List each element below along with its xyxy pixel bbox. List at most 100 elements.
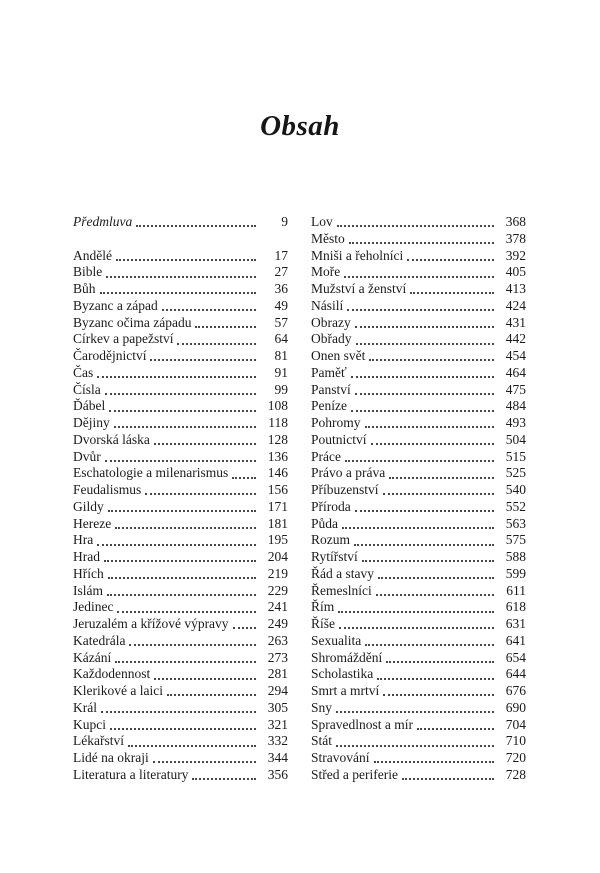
toc-entry-label: Mužství a ženství <box>311 281 407 296</box>
toc-entry-page: 81 <box>274 348 289 363</box>
dot-leader <box>161 309 256 311</box>
dot-leader <box>117 610 256 613</box>
toc-entry-page: 654 <box>505 649 526 665</box>
toc-entry: Kázání 273 <box>73 650 288 667</box>
toc-entry-page: 356 <box>267 766 288 782</box>
dot-leader <box>166 694 256 697</box>
dot-leader <box>99 292 256 295</box>
toc-entry-label: Kázání <box>73 649 112 665</box>
toc-entry: Každodennost 281 <box>73 666 288 683</box>
toc-entry: Sexualita 641 <box>311 633 526 650</box>
toc-entry: Stravování 720 <box>311 750 526 767</box>
toc-entry-label: Hřích <box>73 565 104 581</box>
toc-entry-label: Stát <box>311 733 333 749</box>
toc-entry-page: 484 <box>505 398 526 414</box>
toc-entry-page: 552 <box>505 498 526 514</box>
toc-entry-label: Mniši a řeholníci <box>311 247 404 263</box>
toc-entry-page: 332 <box>267 733 288 749</box>
toc-entry-page: 504 <box>505 431 526 447</box>
dot-leader <box>351 409 494 412</box>
toc-entry: Lékařství 332 <box>73 733 288 750</box>
dot-leader <box>348 242 494 244</box>
toc-entry: Čarodějnictví 81 <box>73 348 288 365</box>
toc-entry-page: 611 <box>506 582 526 598</box>
dot-leader <box>127 744 256 747</box>
toc-entry-page: 413 <box>505 281 526 296</box>
toc-entry: Čísla 99 <box>73 382 288 399</box>
dot-leader <box>370 443 494 445</box>
toc-entry-label: Ďábel <box>73 398 106 414</box>
dot-leader <box>407 258 494 261</box>
toc-entry-page: 9 <box>281 214 288 229</box>
toc-entry-label: Byzanc a západ <box>73 297 158 313</box>
toc-entry-page: 704 <box>505 716 526 732</box>
dot-leader <box>97 543 256 546</box>
toc-entry-page: 136 <box>267 448 288 464</box>
toc-entry-page: 17 <box>274 247 289 263</box>
dot-leader <box>354 392 494 395</box>
dot-leader <box>354 543 494 546</box>
toc-entry-page: 475 <box>505 381 526 397</box>
toc-entry: Literatura a literatury 356 <box>73 767 288 784</box>
toc-entry-label: Předmluva <box>73 214 133 229</box>
toc-entry-label: Město <box>311 230 345 246</box>
toc-entry-label: Obrazy <box>311 314 351 330</box>
toc-entry-label: Dvůr <box>73 448 101 464</box>
toc-entry-label: Stravování <box>311 750 370 765</box>
toc-entry-label: Klerikové a laici <box>73 683 163 698</box>
toc-entry: Řemeslníci 611 <box>311 583 526 600</box>
dot-leader <box>336 225 494 228</box>
toc-entry-page: 219 <box>267 565 288 581</box>
toc-entry-page: 563 <box>505 515 526 531</box>
toc-entry-page: 204 <box>267 549 288 564</box>
toc-entry: Paměť 464 <box>311 365 526 382</box>
toc-entry-label: Rozum <box>311 532 350 548</box>
toc-entry: Shromáždění 654 <box>311 650 526 667</box>
toc-entry-page: 321 <box>267 716 288 732</box>
toc-entry: Dějiny 118 <box>73 415 288 432</box>
dot-leader <box>192 778 256 780</box>
toc-entry: Eschatologie a milenarismus 146 <box>73 465 288 482</box>
dot-leader <box>101 711 256 713</box>
toc-entry: Panství 475 <box>311 382 526 399</box>
toc-entry: Moře 405 <box>311 264 526 281</box>
toc-entry-label: Lidé na okraji <box>73 750 149 765</box>
dot-leader <box>354 325 494 328</box>
toc-entry-label: Bible <box>73 264 103 280</box>
toc-entry-label: Shromáždění <box>311 649 383 665</box>
dot-leader <box>336 744 494 747</box>
dot-leader <box>145 493 256 496</box>
toc-entry-label: Každodennost <box>73 666 151 682</box>
dot-leader <box>110 727 256 730</box>
toc-entry-page: 128 <box>267 431 288 447</box>
toc-entry-label: Lékařství <box>73 733 124 749</box>
toc-entry-label: Smrt a mrtví <box>311 683 380 698</box>
toc-entry: Hra 195 <box>73 532 288 549</box>
toc-entry: Čas 91 <box>73 365 288 382</box>
toc-entry-page: 281 <box>267 666 288 682</box>
toc-entry: Islám 229 <box>73 583 288 600</box>
toc-entry-label: Obřady <box>311 331 352 347</box>
toc-entry: Hrad 204 <box>73 549 288 566</box>
dot-leader <box>354 510 494 512</box>
toc-entry-page: 641 <box>505 632 526 648</box>
toc-entry-label: Andělé <box>73 247 112 263</box>
dot-leader <box>350 376 494 378</box>
toc-entry-label: Hra <box>73 532 94 548</box>
toc-entry-label: Příroda <box>311 498 351 514</box>
toc-entry-label: Eschatologie a milenarismus <box>73 465 229 481</box>
toc-entry: Peníze 484 <box>311 398 526 415</box>
dot-leader <box>339 627 494 630</box>
dot-leader <box>153 443 256 445</box>
dot-leader <box>378 577 494 579</box>
toc-entry-page: 515 <box>505 448 526 464</box>
toc-entry: Církev a papežství 64 <box>73 331 288 348</box>
dot-leader <box>338 610 494 613</box>
toc-entry-label: Hrad <box>73 549 100 564</box>
toc-entry-page: 171 <box>267 498 288 514</box>
toc-entry-page: 599 <box>505 565 526 581</box>
toc-entry-label: Čas <box>73 364 94 380</box>
toc-entry-page: 156 <box>267 482 288 497</box>
dot-leader <box>232 476 256 479</box>
toc-entry-label: Katedrála <box>73 632 126 648</box>
